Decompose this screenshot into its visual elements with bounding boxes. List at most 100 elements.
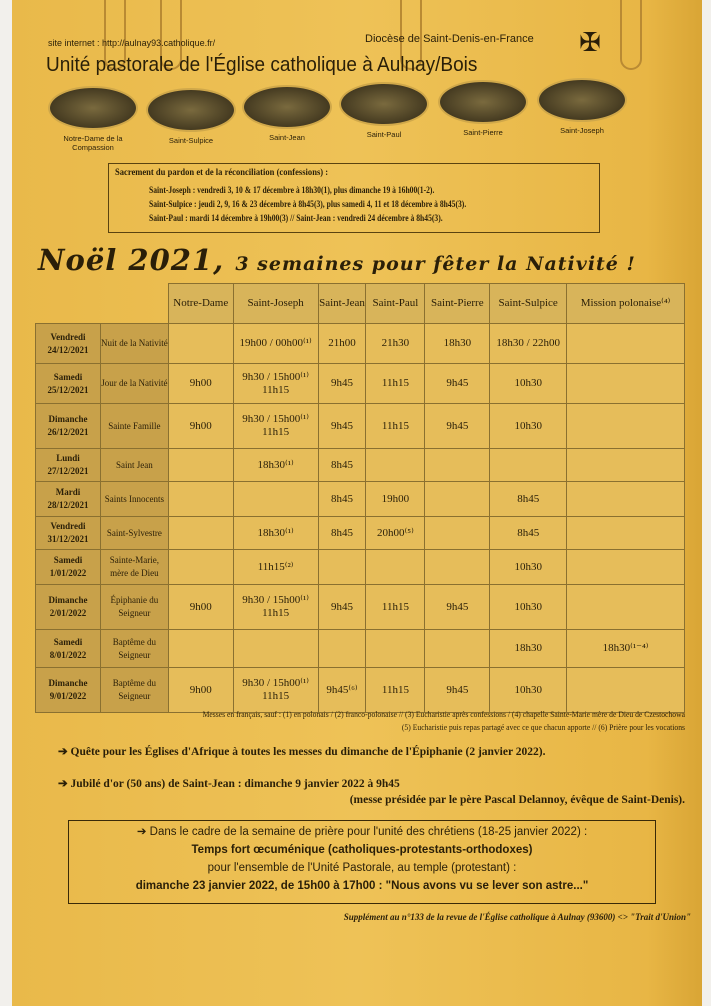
time-cell: 18h30⁽¹⁾ <box>232 516 319 550</box>
time-cell <box>167 516 234 550</box>
church-label: Saint-Paul <box>366 130 402 139</box>
table-row: Samedi 1/01/2022 Sainte-Marie, mère de Di… <box>35 549 685 585</box>
time-cell: 9h30 / 15h00⁽¹⁾ 11h15 <box>232 667 319 713</box>
table-row: Vendredi 24/12/2021 Nuit de la Nativité 19… <box>35 323 685 364</box>
time-cell: 8h45 <box>489 481 568 517</box>
time-cell <box>424 549 491 585</box>
feast-cell: Baptême du Seigneur <box>99 667 169 713</box>
time-cell: 11h15 <box>365 403 426 449</box>
site-link[interactable]: http://aulnay93.catholique.fr/ <box>102 38 216 48</box>
time-cell: 20h00⁽⁵⁾ <box>365 516 426 550</box>
box-line: Temps fort œcuménique (catholiques-prote… <box>191 844 533 856</box>
time-cell <box>566 323 685 364</box>
table-row: Samedi 25/12/2021 Jour de la Nativité 9h00… <box>35 363 685 404</box>
church-notre-dame: Notre-Dame de la Compassion <box>46 86 140 152</box>
time-cell: 10h30 <box>489 549 568 585</box>
time-cell: 8h45 <box>317 481 367 517</box>
feast-cell: Jour de la Nativité <box>99 363 169 404</box>
date-cell: Lundi 27/12/2021 <box>35 448 101 482</box>
column-header: Saint-Paul <box>365 283 426 324</box>
announcement-jubilee: ➔ Jubilé d'or (50 ans) de Saint-Jean : d… <box>58 778 400 790</box>
table-row: Mardi 28/12/2021 Saints Innocents 8h45 19h0… <box>35 481 685 517</box>
date-cell: Samedi 25/12/2021 <box>35 363 101 404</box>
table-row: Dimanche 2/01/2022 Épiphanie du Seigneur 9… <box>35 584 685 630</box>
time-cell <box>167 629 234 668</box>
date-cell: Dimanche 9/01/2022 <box>35 667 101 713</box>
time-cell: 9h45 <box>424 363 491 404</box>
church-saint-pierre: Saint-Pierre <box>436 80 530 137</box>
church-saint-jean: Saint-Jean <box>240 85 334 142</box>
time-cell: 9h45⁽⁶⁾ <box>317 667 367 713</box>
time-cell <box>566 516 685 550</box>
column-header: Saint-Sulpice <box>489 283 568 324</box>
time-cell <box>424 448 491 482</box>
table-row: Samedi 8/01/2022 Baptême du Seigneur 18h30… <box>35 629 685 668</box>
note-line: (5) Eucharistie puis repas partagé avec … <box>401 722 685 732</box>
time-cell: 18h30 / 22h00 <box>489 323 568 364</box>
time-cell: 9h00 <box>167 363 234 404</box>
feast-cell: Nuit de la Nativité <box>99 323 169 364</box>
headline: Noël 2021, 3 semaines pour fêter la Nati… <box>38 243 636 277</box>
time-cell: 9h45 <box>317 363 367 404</box>
time-cell: 11h15 <box>365 363 426 404</box>
time-cell: 9h45 <box>424 403 491 449</box>
time-cell <box>566 667 685 713</box>
date-cell: Dimanche 2/01/2022 <box>35 584 101 630</box>
church-photo <box>146 88 236 132</box>
confessions-line: Saint-Paul : mardi 14 décembre à 19h00(3… <box>149 214 443 224</box>
feast-cell: Saint-Sylvestre <box>99 516 169 550</box>
time-cell: 18h30 <box>424 323 491 364</box>
confessions-box: Sacrement du pardon et de la réconciliat… <box>108 163 600 233</box>
headline-sub: 3 semaines pour fêter la Nativité ! <box>235 253 636 275</box>
headline-main: Noël 2021, <box>38 243 225 277</box>
mass-schedule-table: Notre-Dame Saint-Joseph Saint-Jean Saint-Pa… <box>35 283 685 713</box>
church-label: Saint-Sulpice <box>168 136 214 145</box>
time-cell <box>317 629 367 668</box>
table-row: Vendredi 31/12/2021 Saint-Sylvestre 18h30⁽… <box>35 516 685 550</box>
church-photo <box>48 86 138 130</box>
time-cell: 11h15 <box>365 667 426 713</box>
time-cell <box>167 549 234 585</box>
time-cell: 18h30⁽¹⁾ <box>232 448 319 482</box>
paperclip <box>400 0 422 70</box>
ecumenical-box: ➔ Dans le cadre de la semaine de prière … <box>68 820 656 904</box>
time-cell: 10h30 <box>489 363 568 404</box>
church-photo <box>438 80 528 124</box>
empty-header <box>100 284 168 324</box>
note-line: Messes en français, sauf : (1) en polona… <box>202 709 685 719</box>
time-cell: 9h30 / 15h00⁽¹⁾ 11h15 <box>232 403 319 449</box>
box-line: ➔ Dans le cadre de la semaine de prière … <box>136 826 588 838</box>
church-photo <box>339 82 429 126</box>
church-label: Saint-Jean <box>269 133 305 142</box>
church-label: Notre-Dame de la Compassion <box>63 134 123 152</box>
time-cell <box>566 549 685 585</box>
column-header: Notre-Dame <box>167 283 234 324</box>
time-cell: 9h00 <box>167 667 234 713</box>
time-cell: 10h30 <box>489 403 568 449</box>
church-saint-joseph: Saint-Joseph <box>535 78 629 135</box>
time-cell: 18h30⁽¹⁻⁴⁾ <box>566 629 685 668</box>
feast-cell: Sainte-Marie, mère de Dieu <box>99 549 169 585</box>
feast-cell: Saints Innocents <box>99 481 169 517</box>
church-label: Saint-Pierre <box>463 128 503 137</box>
supplement-note: Supplément au n°133 de la revue de l'Égl… <box>343 912 691 922</box>
paperclip <box>620 0 642 70</box>
time-cell <box>424 516 491 550</box>
feast-cell: Saint Jean <box>99 448 169 482</box>
logo-icon: ✠ <box>579 28 601 57</box>
time-cell <box>566 584 685 630</box>
time-cell <box>566 363 685 404</box>
time-cell <box>489 448 568 482</box>
table-row: Dimanche 26/12/2021 Sainte Famille 9h00 9h3… <box>35 403 685 449</box>
time-cell: 11h15 <box>365 584 426 630</box>
box-line: pour l'ensemble de l'Unité Pastorale, au… <box>207 862 517 874</box>
time-cell: 8h45 <box>317 448 367 482</box>
time-cell: 9h00 <box>167 584 234 630</box>
time-cell: 21h30 <box>365 323 426 364</box>
time-cell: 9h30 / 15h00⁽¹⁾ 11h15 <box>232 363 319 404</box>
time-cell: 9h45 <box>317 584 367 630</box>
table-row: Dimanche 9/01/2022 Baptême du Seigneur 9h0… <box>35 667 685 713</box>
time-cell <box>424 481 491 517</box>
date-cell: Dimanche 26/12/2021 <box>35 403 101 449</box>
church-photo <box>537 78 627 122</box>
